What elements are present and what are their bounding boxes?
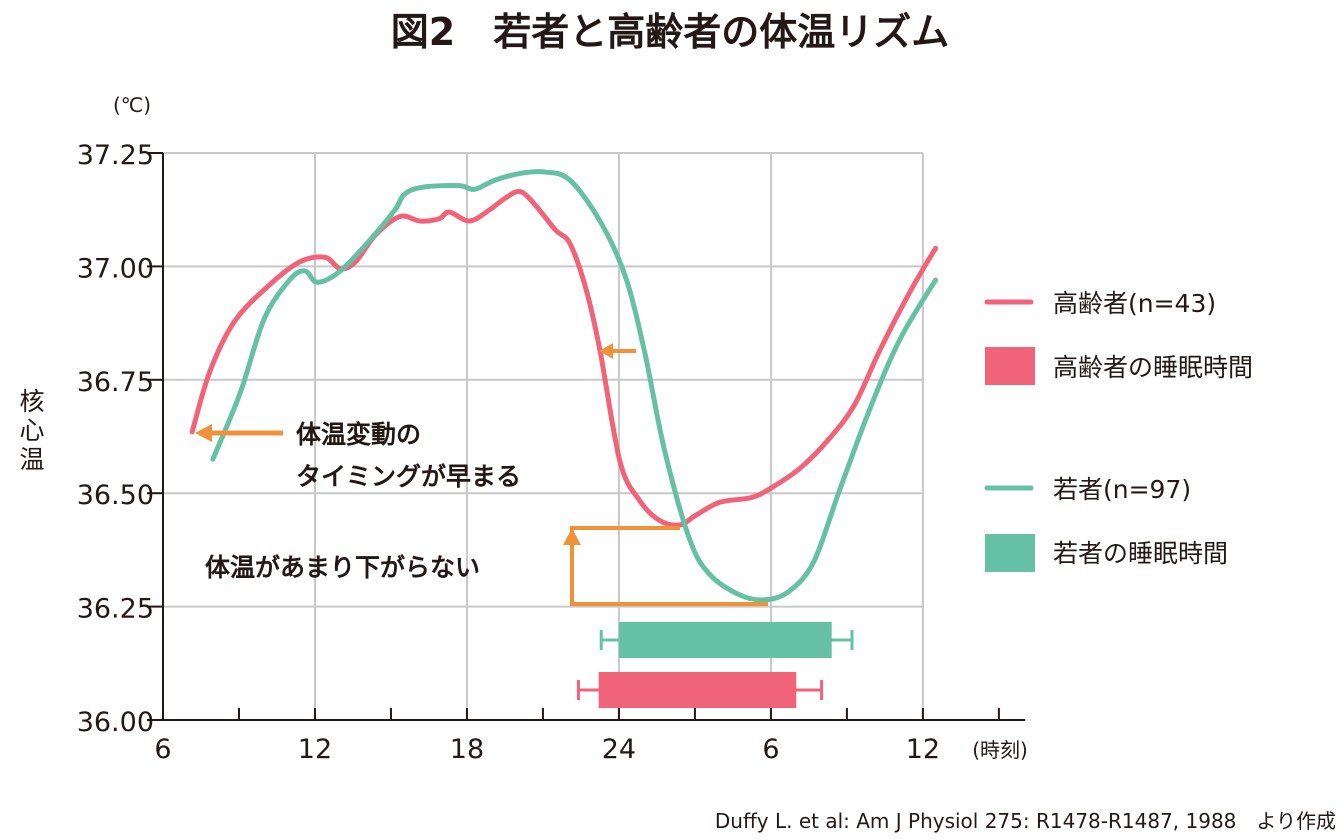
x-tick-label: 6: [762, 734, 779, 765]
annotation-timing-line1: 体温変動の: [296, 420, 421, 449]
sleep-bars: [576, 622, 854, 708]
x-tick-label: 12: [298, 734, 332, 765]
y-tick-label: 36.00: [77, 707, 154, 738]
annotations: 体温変動の タイミングが早まる 体温があまり下がらない: [195, 343, 768, 606]
young-sleep-bar: [618, 622, 832, 658]
y-axis-label: 核心温: [16, 388, 45, 475]
y-unit: (℃): [113, 93, 151, 117]
axes: [147, 152, 1026, 721]
legend-elderly-sleep-swatch: [985, 347, 1035, 385]
young-temperature-line: [210, 169, 939, 603]
timing-arrow-head: [195, 424, 212, 442]
y-tick-label: 37.00: [77, 253, 154, 284]
legend-elderly-label: 高齢者(n=43): [1053, 289, 1216, 318]
tick-labels: 36.00 36.25 36.50 36.75 37.00 37.25 6 12 18 24 6 12: [77, 140, 940, 765]
y-tick-label: 36.75: [77, 367, 154, 398]
x-unit: (時刻): [972, 738, 1028, 762]
x-tick-label: 6: [154, 734, 171, 765]
amplitude-bracket: [570, 526, 768, 606]
amplitude-arrow-head: [563, 528, 581, 545]
x-tick-label: 12: [906, 734, 940, 765]
annotation-timing-line2: タイミングが早まる: [296, 462, 521, 491]
y-tick-label: 37.25: [77, 140, 154, 171]
legend: 高齢者(n=43) 高齢者の睡眠時間 若者(n=97) 若者の睡眠時間: [984, 289, 1253, 572]
y-tick-label: 36.50: [77, 480, 154, 511]
annotation-amplitude: 体温があまり下がらない: [205, 553, 480, 582]
elderly-sleep-bar: [598, 672, 797, 708]
x-tick-label: 18: [450, 734, 484, 765]
legend-young-sleep-label: 若者の睡眠時間: [1053, 539, 1228, 568]
legend-elderly-sleep-label: 高齢者の睡眠時間: [1053, 353, 1253, 382]
chart-title: 図2 若者と高齢者の体温リズム: [391, 10, 949, 54]
legend-young-sleep-swatch: [985, 534, 1035, 572]
shift-arrow-head: [599, 343, 613, 359]
source-citation: Duffy L. et al: Am J Physiol 275: R1478-…: [715, 809, 1336, 833]
x-tick-label: 24: [602, 734, 636, 765]
series-lines: [189, 169, 939, 603]
legend-young-label: 若者(n=97): [1053, 475, 1191, 504]
y-tick-label: 36.25: [77, 594, 154, 625]
